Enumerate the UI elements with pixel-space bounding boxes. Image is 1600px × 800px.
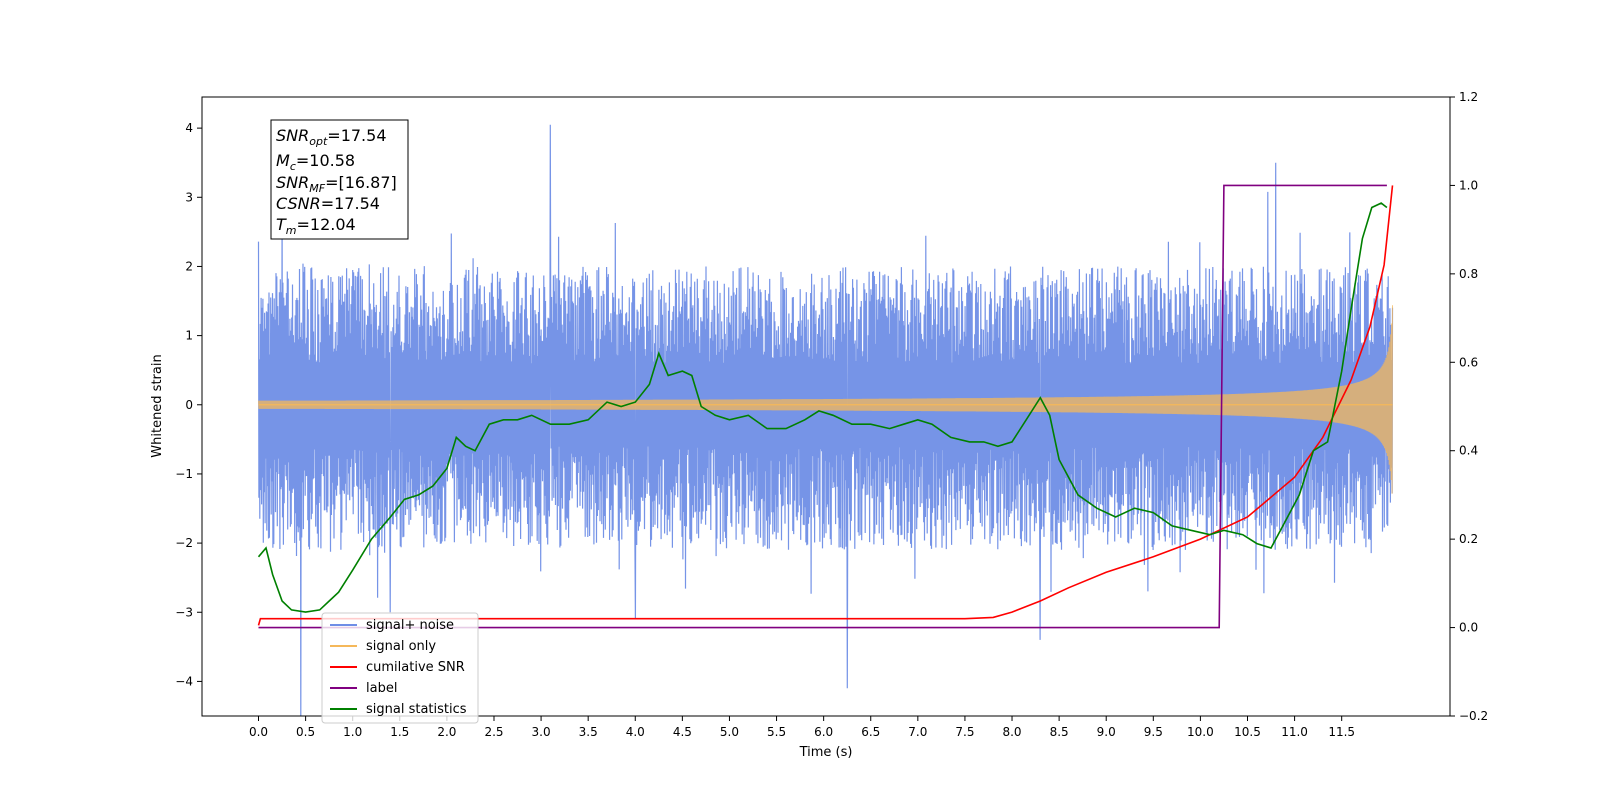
legend-entry-label: signal+ noise [366,618,454,633]
signal-only-line [258,305,1393,494]
signal-noise-line [257,124,1394,716]
legend-entry-label: cumilative SNR [366,660,465,675]
y-left-tick-label: −3 [175,605,193,619]
y-right-tick-label: 0.0 [1459,621,1478,635]
y-left-tick-label: 4 [185,121,193,135]
legend-entry-label: label [366,681,397,696]
x-tick-label: 6.0 [814,725,833,739]
x-tick-label: 8.0 [1002,725,1021,739]
y-left-tick-label: 1 [185,329,193,343]
x-tick-label: 9.5 [1144,725,1163,739]
y-right-tick-label: 1.0 [1459,178,1478,192]
series-signal-only [258,305,1393,494]
x-tick-label: 0.0 [249,725,268,739]
x-tick-label: 4.0 [626,725,645,739]
y-left-tick-label: 0 [185,398,193,412]
annotation-line: SNRMF=[16.87] [276,173,397,195]
x-tick-label: 10.0 [1187,725,1214,739]
y-axis-left-ticks: 4 3 2 1 0 −1 −2 −3 −4 [175,121,202,688]
x-axis-ticks: 0.0 0.5 1.0 1.5 2.0 2.5 3.0 3.5 4.0 4.5 5.0 5.5 6.0 6… [249,716,1355,739]
y-axis-label: Whitened strain [150,354,165,457]
x-tick-label: 5.5 [767,725,786,739]
x-tick-label: 3.5 [579,725,598,739]
x-tick-label: 9.0 [1097,725,1116,739]
x-tick-label: 7.0 [908,725,927,739]
x-tick-label: 5.0 [720,725,739,739]
x-tick-label: 4.5 [673,725,692,739]
x-tick-label: 11.0 [1281,725,1308,739]
plot-frame [201,96,1451,717]
legend-entry-label: signal only [366,639,436,654]
y-left-tick-label: −1 [175,467,193,481]
x-tick-label: 3.0 [532,725,551,739]
y-right-tick-label: 0.6 [1459,355,1478,369]
x-tick-label: 10.5 [1234,725,1261,739]
x-tick-label: 1.5 [390,725,409,739]
annotation-line: Mc=10.58 [276,151,355,173]
annotation-line: Tm=12.04 [276,215,356,237]
legend: signal+ noise signal only cumilative SNR la… [321,612,479,724]
x-tick-label: 7.5 [955,725,974,739]
cumulative-snr-line [257,185,1394,626]
legend-entry-label: signal statistics [366,702,467,717]
y-right-tick-label: −0.2 [1459,709,1488,723]
signal-statistics-line [257,202,1388,613]
y-left-tick-label: 2 [185,259,193,273]
x-tick-label: 1.0 [343,725,362,739]
legend-frame [321,612,479,724]
annotation-line: SNRopt=17.54 [276,126,387,148]
y-right-tick-label: 0.4 [1459,444,1478,458]
y-right-tick-label: 0.8 [1459,267,1478,281]
right-axis-series [257,184,1394,629]
y-right-tick-label: 1.2 [1459,90,1478,104]
x-tick-label: 2.5 [484,725,503,739]
y-left-tick-label: 3 [185,190,193,204]
x-axis-label: Time (s) [799,745,853,760]
stats-annotation-box: SNRopt=17.54 Mc=10.58SNRMF=[16.87]CSNR=17… [270,119,409,240]
series-signal-noise [257,124,1394,716]
annotation-line: CSNR=17.54 [276,194,380,213]
annotation-frame [270,119,409,240]
y-left-tick-label: −4 [175,674,193,688]
x-tick-label: 8.5 [1050,725,1069,739]
x-tick-label: 0.5 [296,725,315,739]
y-axis-right-ticks: 1.2 1.0 0.8 0.6 0.4 0.2 0.0 −0.2 [1450,90,1488,723]
y-left-tick-label: −2 [175,536,193,550]
x-tick-label: 2.0 [437,725,456,739]
x-tick-label: 11.5 [1328,725,1355,739]
x-tick-label: 6.5 [861,725,880,739]
y-right-tick-label: 0.2 [1459,532,1478,546]
label-line [258,184,1387,629]
